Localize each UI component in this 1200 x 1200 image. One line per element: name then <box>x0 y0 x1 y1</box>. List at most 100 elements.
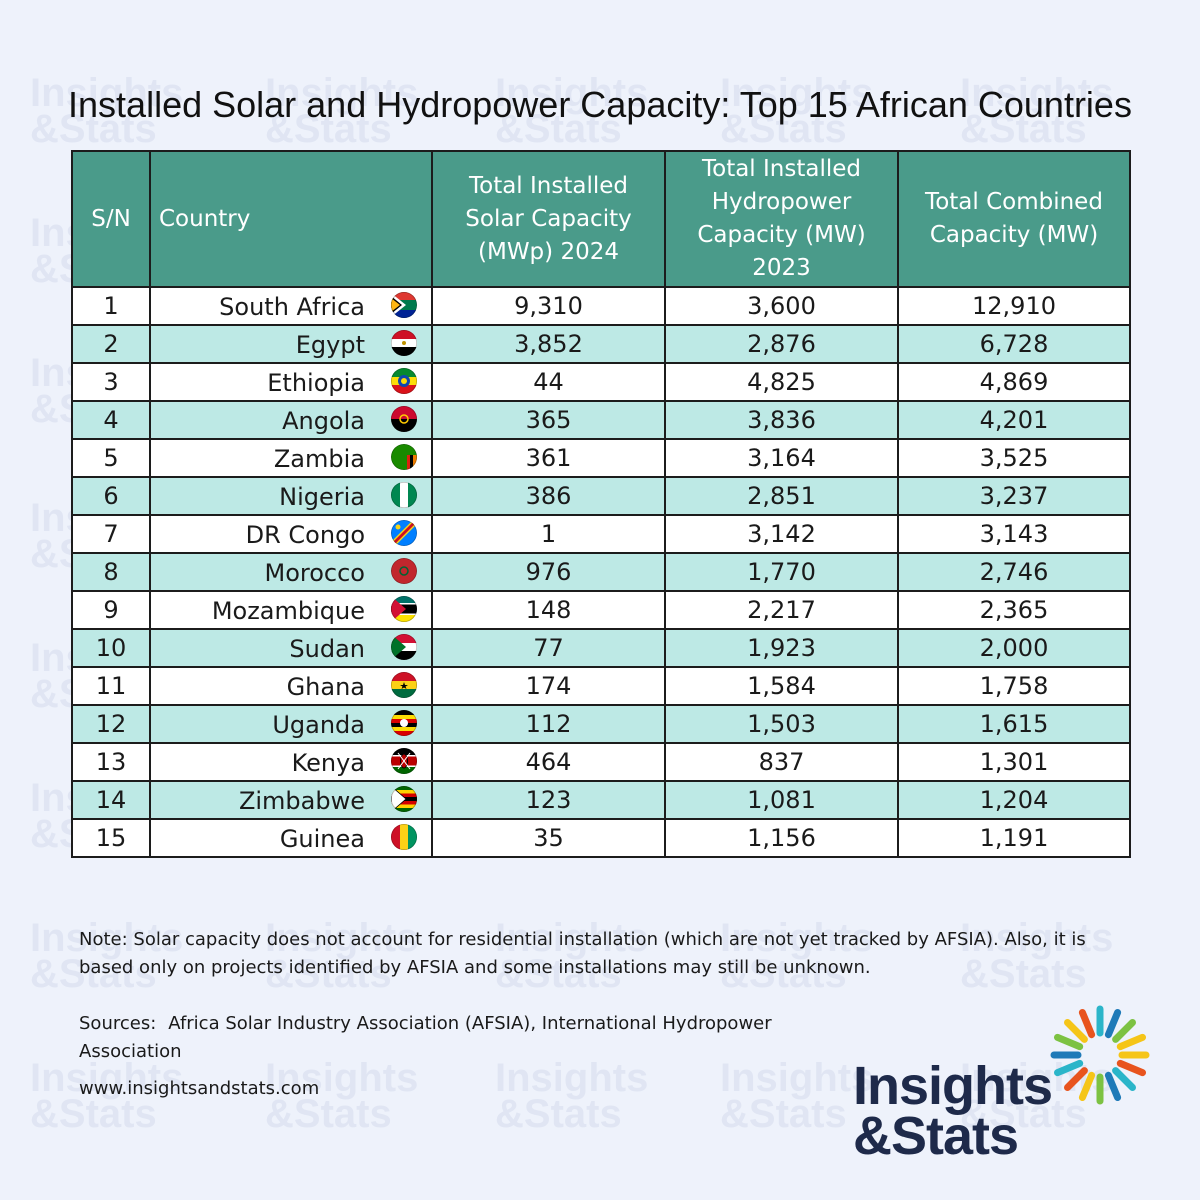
cell-combined: 12,910 <box>897 286 1131 326</box>
sunburst-ray <box>1054 1059 1084 1077</box>
cell-solar: 3,852 <box>431 324 666 364</box>
country-name: Ghana <box>286 672 365 701</box>
sources-label: Sources: <box>79 1013 157 1034</box>
sunburst-ray <box>1078 1071 1096 1101</box>
cell-combined: 3,143 <box>897 514 1131 554</box>
header-row: S/N Country Total Installed Solar Capaci… <box>71 150 1131 288</box>
note-text: Note: Solar capacity does not account fo… <box>79 929 1086 978</box>
table-row: 15 Guinea 35 1,156 1,191 <box>71 818 1131 858</box>
watermark-logo: Insights&Stats <box>495 1056 649 1136</box>
cell-hydro: 2,217 <box>664 590 899 630</box>
cell-combined: 2,746 <box>897 552 1131 592</box>
sunburst-ray <box>1112 1067 1136 1091</box>
cell-sn: 13 <box>71 742 151 782</box>
cell-sn: 5 <box>71 438 151 478</box>
header-solar: Total Installed Solar Capacity (MWp) 202… <box>431 150 666 288</box>
angola-flag-icon <box>390 405 418 432</box>
cell-sn: 7 <box>71 514 151 554</box>
cell-solar: 148 <box>431 590 666 630</box>
cell-combined: 4,869 <box>897 362 1131 402</box>
cell-hydro: 2,851 <box>664 476 899 516</box>
cell-sn: 11 <box>71 666 151 706</box>
cell-sn: 2 <box>71 324 151 364</box>
cell-country: Zambia <box>149 438 433 478</box>
cell-combined: 6,728 <box>897 324 1131 364</box>
table-row: 3 Ethiopia 44 4,825 4,869 <box>71 362 1131 402</box>
cell-solar: 44 <box>431 362 666 402</box>
table-row: 8 Morocco 976 1,770 2,746 <box>71 552 1131 592</box>
cell-solar: 112 <box>431 704 666 744</box>
cell-solar: 365 <box>431 400 666 440</box>
cell-sn: 12 <box>71 704 151 744</box>
cell-hydro: 3,836 <box>664 400 899 440</box>
country-name: Sudan <box>289 634 365 663</box>
cell-sn: 10 <box>71 628 151 668</box>
cell-combined: 2,000 <box>897 628 1131 668</box>
country-name: Uganda <box>272 710 365 739</box>
country-name: Guinea <box>279 824 365 853</box>
sunburst-icon <box>1050 1005 1150 1105</box>
cell-country: Nigeria <box>149 476 433 516</box>
cell-combined: 1,615 <box>897 704 1131 744</box>
table-row: 2 Egypt 3,852 2,876 6,728 <box>71 324 1131 364</box>
sunburst-ray <box>1116 1059 1146 1077</box>
chart-title: Installed Solar and Hydropower Capacity:… <box>68 84 1132 125</box>
kenya-flag-icon <box>390 747 418 774</box>
table-row: 11 Ghana 174 1,584 1,758 <box>71 666 1131 706</box>
zimbabwe-flag-icon <box>390 785 418 812</box>
sunburst-ray <box>1116 1033 1146 1051</box>
header-combined: Total Combined Capacity (MW) <box>897 150 1131 288</box>
country-name: Ethiopia <box>267 368 365 397</box>
logo-line2: &Stats <box>853 1106 1019 1166</box>
cell-sn: 9 <box>71 590 151 630</box>
cell-country: Ghana <box>149 666 433 706</box>
cell-hydro: 1,156 <box>664 818 899 858</box>
cell-sn: 3 <box>71 362 151 402</box>
table-row: 1 South Africa 9,310 3,600 12,910 <box>71 286 1131 326</box>
table-row: 7 DR Congo 1 3,142 3,143 <box>71 514 1131 554</box>
mozambique-flag-icon <box>390 595 418 622</box>
cell-country: DR Congo <box>149 514 433 554</box>
ghana-flag-icon <box>390 671 418 698</box>
sunburst-ray <box>1064 1067 1088 1091</box>
cell-solar: 123 <box>431 780 666 820</box>
header-sn: S/N <box>71 150 151 288</box>
cell-hydro: 1,770 <box>664 552 899 592</box>
cell-solar: 386 <box>431 476 666 516</box>
sources: Sources: Africa Solar Industry Associatio… <box>79 1010 819 1066</box>
south-africa-flag-icon <box>390 291 418 318</box>
egypt-flag-icon <box>390 329 418 356</box>
sources-text: Africa Solar Industry Association (AFSIA… <box>79 1013 772 1062</box>
country-name: South Africa <box>219 292 365 321</box>
country-name: DR Congo <box>245 520 365 549</box>
country-name: Zimbabwe <box>238 786 365 815</box>
cell-country: South Africa <box>149 286 433 326</box>
cell-hydro: 2,876 <box>664 324 899 364</box>
ethiopia-flag-icon <box>390 367 418 394</box>
table-row: 10 Sudan 77 1,923 2,000 <box>71 628 1131 668</box>
uganda-flag-icon <box>390 709 418 736</box>
cell-country: Sudan <box>149 628 433 668</box>
country-name: Egypt <box>295 330 365 359</box>
cell-country: Uganda <box>149 704 433 744</box>
cell-country: Guinea <box>149 818 433 858</box>
cell-solar: 9,310 <box>431 286 666 326</box>
table-row: 9 Mozambique 148 2,217 2,365 <box>71 590 1131 630</box>
sunburst-ray <box>1104 1009 1122 1039</box>
cell-country: Morocco <box>149 552 433 592</box>
morocco-flag-icon <box>390 557 418 584</box>
website-url: www.insightsandstats.com <box>79 1078 320 1099</box>
country-name: Zambia <box>273 444 365 473</box>
cell-hydro: 3,600 <box>664 286 899 326</box>
table-body: 1 South Africa 9,310 3,600 12,910 2 Egypt 3,852… <box>71 286 1131 858</box>
cell-sn: 14 <box>71 780 151 820</box>
sunburst-ray <box>1054 1033 1084 1051</box>
cell-combined: 3,525 <box>897 438 1131 478</box>
country-name: Mozambique <box>211 596 365 625</box>
header-hydro: Total Installed Hydropower Capacity (MW)… <box>664 150 899 288</box>
cell-hydro: 837 <box>664 742 899 782</box>
cell-combined: 2,365 <box>897 590 1131 630</box>
cell-country: Ethiopia <box>149 362 433 402</box>
country-name: Angola <box>282 406 365 435</box>
zambia-flag-icon <box>390 443 418 470</box>
